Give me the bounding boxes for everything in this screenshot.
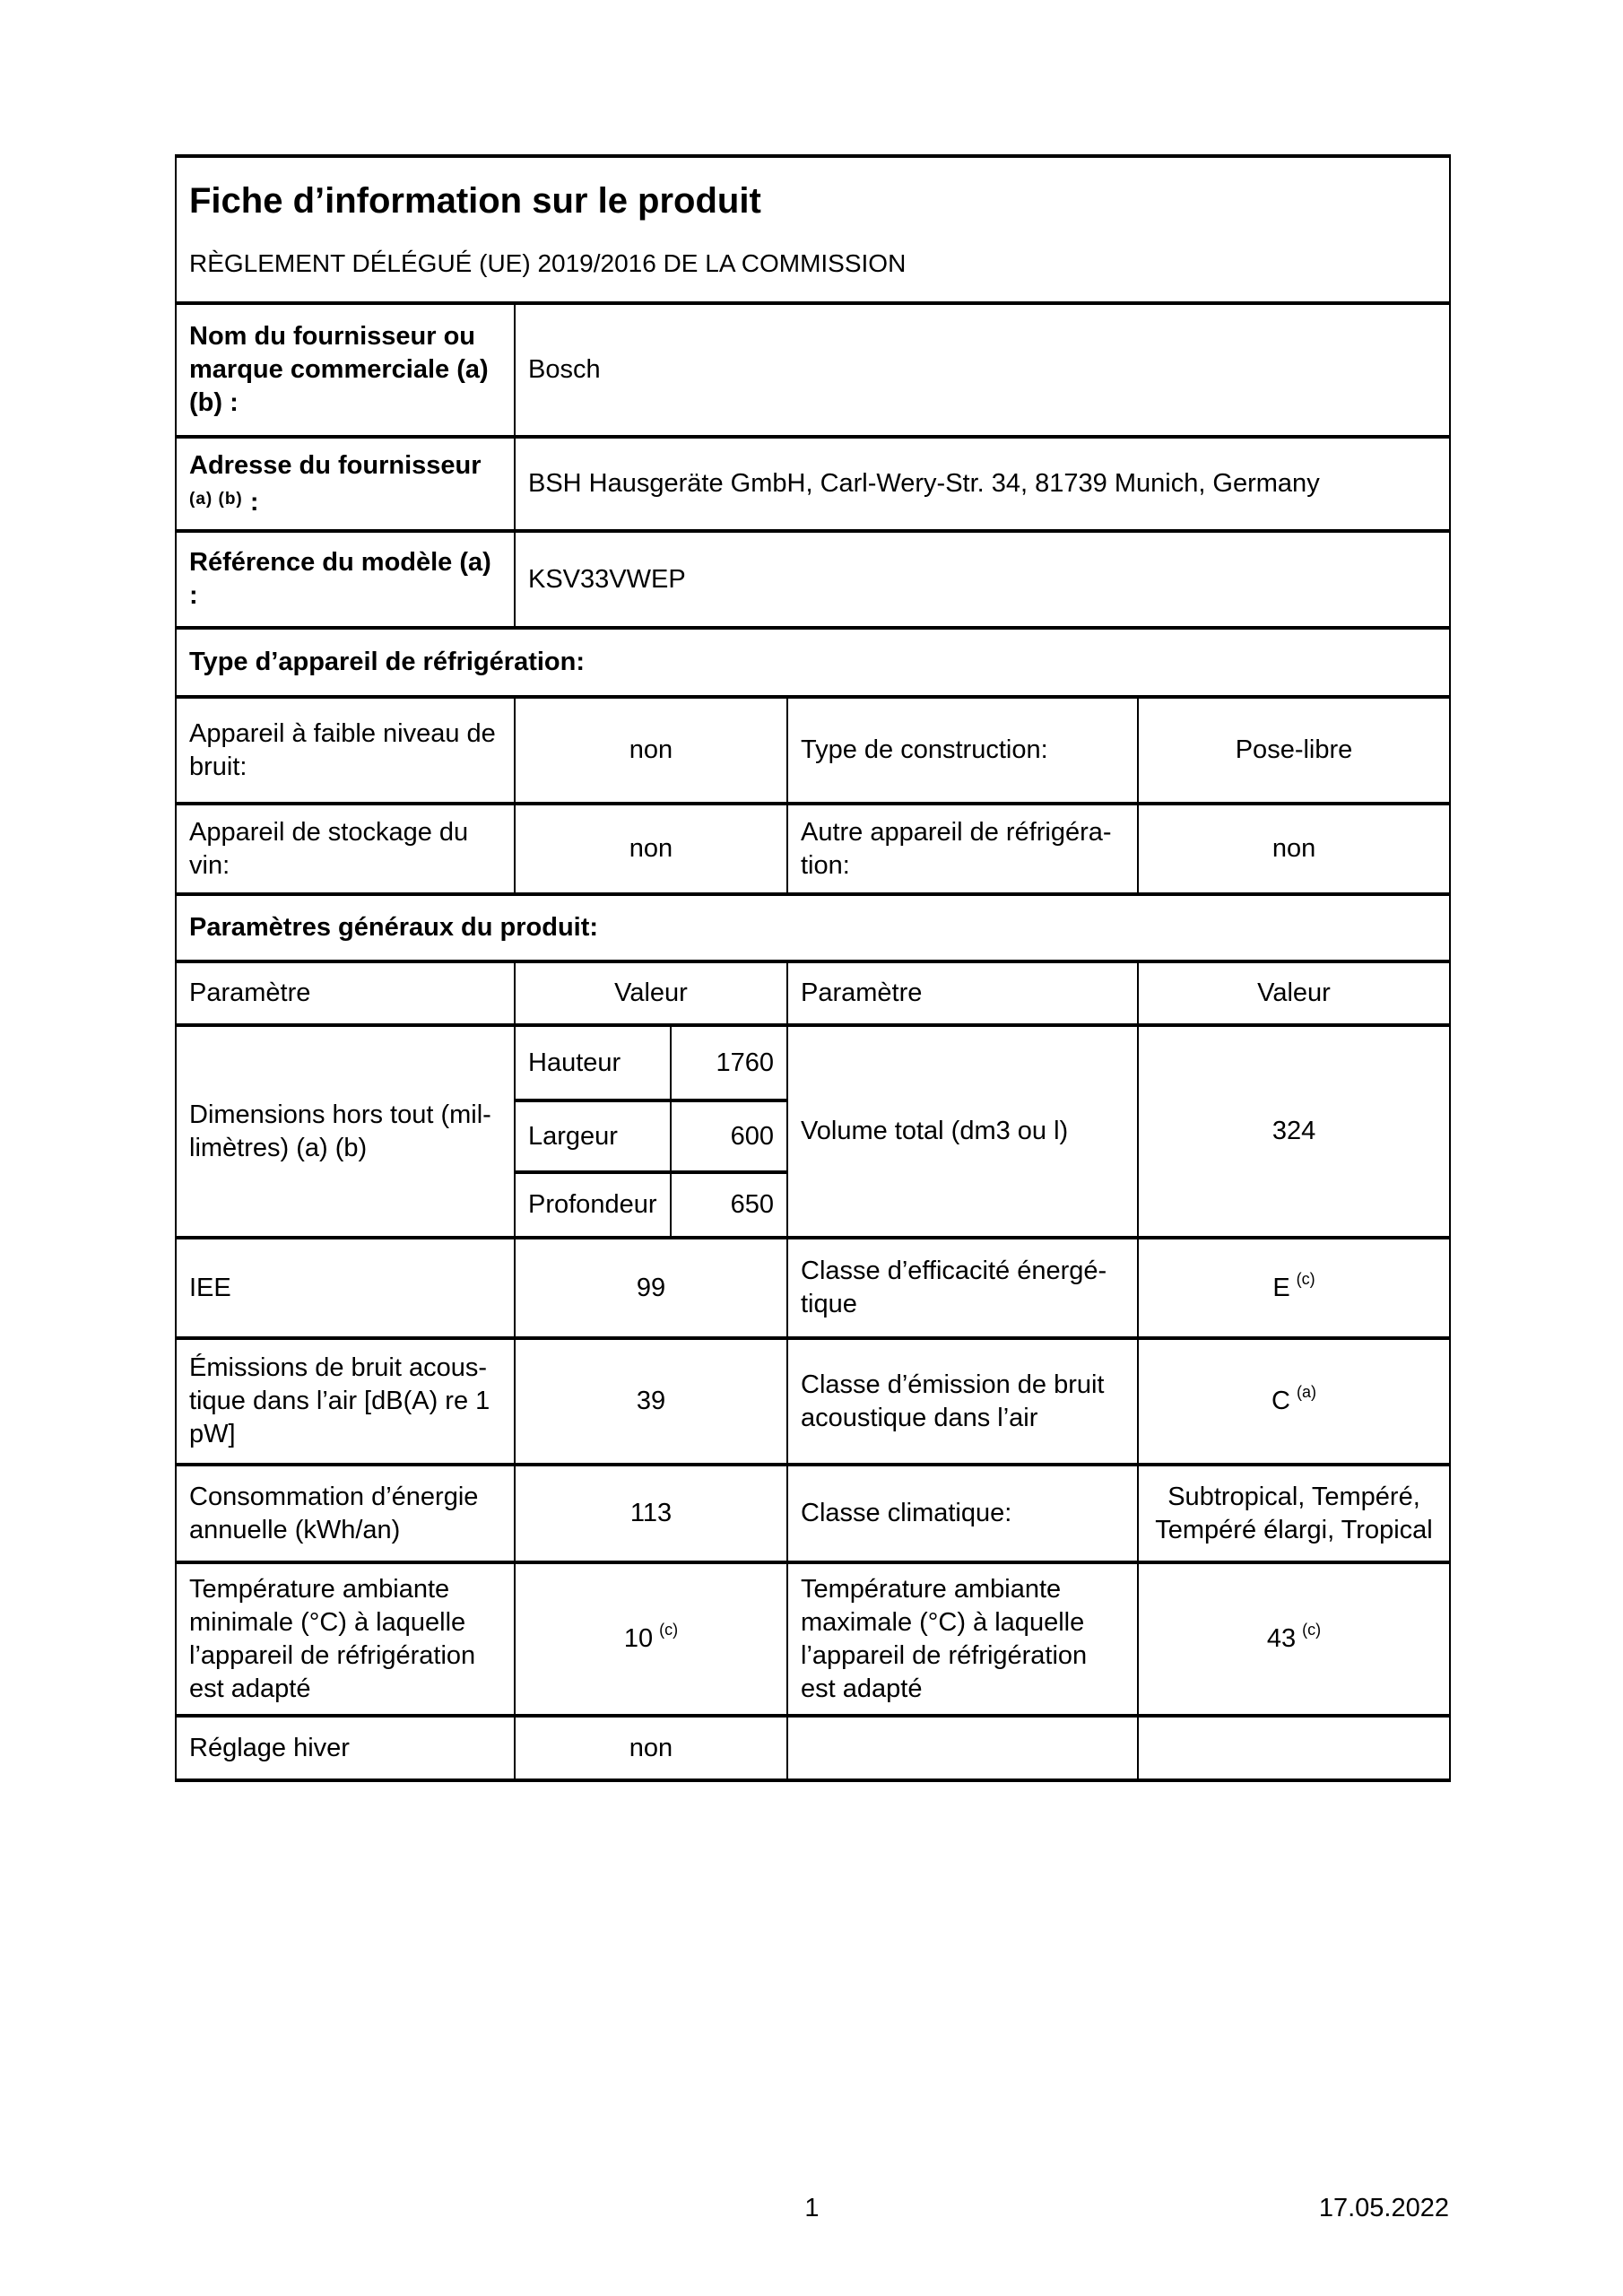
supplier-address-label-footnotes: (a) (b) [189, 489, 243, 509]
param-value: Subtropical, Tempéré, Tempéré élargi, Tr… [1136, 1463, 1452, 1564]
table-row: Paramètres généraux du produit: [174, 892, 1452, 963]
table-row: Réglage hiver non [175, 1714, 1452, 1782]
dimension-value: 600 [670, 1099, 788, 1174]
param-label: Type de construction: [786, 695, 1139, 805]
dimension-value: 1760 [670, 1023, 788, 1102]
param-label: Classe d’émission de bruit acoustique da… [786, 1336, 1139, 1466]
table-row: Dimensions hors tout (mil- limètres) (a)… [175, 1023, 1452, 1239]
column-header-parametre: Paramètre [786, 960, 1139, 1027]
table-row: Adresse du fournisseur (a) (b) : BSH Hau… [175, 435, 1452, 533]
param-value: 10 (c) [514, 1561, 788, 1718]
param-label: Classe d’efficacité énergé- tique [786, 1236, 1139, 1340]
value-text: 43 [1266, 1624, 1297, 1653]
page-subtitle: RÈGLEMENT DÉLÉGUÉ (UE) 2019/2016 DE LA C… [189, 249, 907, 277]
table-row: Consommation d’énergie annuelle (kWh/an)… [175, 1463, 1452, 1564]
title-cell: Fiche d’information sur le produit RÈGLE… [174, 154, 1452, 305]
table-row: Appareil à faible niveau de bruit: non T… [175, 695, 1452, 805]
product-fiche-table: Fiche d’information sur le produit RÈGLE… [174, 154, 1452, 1782]
value-footnote: (a) [1296, 1383, 1316, 1401]
footer-date: 17.05.2022 [1318, 2194, 1449, 2222]
param-value: 43 (c) [1136, 1561, 1452, 1718]
table-row: Largeur 600 [176, 1099, 1450, 1174]
dimension-name: Largeur [514, 1099, 672, 1174]
column-header-valeur: Valeur [1136, 960, 1452, 1027]
param-value: non [514, 802, 788, 896]
param-value: 39 [514, 1336, 788, 1466]
supplier-name-value: Bosch [513, 301, 1452, 439]
table-row: Émissions de bruit acous- tique dans l’a… [175, 1336, 1452, 1466]
param-label: Volume total (dm3 ou l) [786, 1023, 1139, 1239]
supplier-name-label: Nom du fournisseur ou marque commerciale… [175, 301, 516, 439]
param-value: 324 [1136, 1023, 1452, 1239]
param-value: non [514, 1714, 788, 1782]
param-label: Appareil à faible niveau de bruit: [175, 695, 516, 805]
param-value: Pose-libre [1136, 695, 1452, 805]
param-label: Température ambiante minimale (°C) à laq… [175, 1561, 516, 1718]
param-label: Température ambiante maximale (°C) à laq… [786, 1561, 1139, 1718]
supplier-address-label-main: Adresse du fournisseur [189, 450, 482, 480]
table-row: Type d’appareil de réfrigération: [174, 626, 1452, 699]
param-label: Réglage hiver [175, 1714, 516, 1782]
page-footer: 1 17.05.2022 [175, 2190, 1449, 2226]
page-title: Fiche d’information sur le produit [189, 181, 761, 221]
column-header-valeur: Valeur [514, 960, 788, 1027]
supplier-address-label: Adresse du fournisseur (a) (b) : [175, 435, 516, 533]
dimension-name: Hauteur [514, 1023, 672, 1102]
param-label: Appareil de stockage du vin: [175, 802, 516, 896]
param-value: C (a) [1136, 1336, 1452, 1466]
table-row: Profondeur 650 [176, 1170, 1450, 1239]
value-text: C [1271, 1387, 1290, 1415]
column-header-parametre: Paramètre [175, 960, 516, 1027]
section-header-type: Type d’appareil de réfrigération: [174, 626, 1452, 699]
param-value: 99 [514, 1236, 788, 1340]
table-row: Nom du fournisseur ou marque commerciale… [175, 301, 1452, 439]
dimensions-label: Dimensions hors tout (mil- limètres) (a)… [175, 1023, 516, 1239]
param-label: Émissions de bruit acous- tique dans l’a… [175, 1336, 516, 1466]
param-value: E (c) [1136, 1236, 1452, 1340]
dimension-value: 650 [670, 1170, 788, 1239]
value-footnote: (c) [659, 1621, 679, 1639]
section-header-general: Paramètres généraux du produit: [174, 892, 1452, 963]
value-text: E [1272, 1273, 1290, 1302]
table-row: Température ambiante minimale (°C) à laq… [175, 1561, 1452, 1718]
supplier-address-value: BSH Hausgeräte GmbH, Carl-Wery-Str. 34, … [513, 435, 1452, 533]
value-footnote: (c) [1296, 1269, 1315, 1288]
param-label: Consommation d’énergie annuelle (kWh/an) [175, 1463, 516, 1564]
param-label: IEE [175, 1236, 516, 1340]
supplier-address-label-colon: : [242, 487, 259, 517]
value-footnote: (c) [1302, 1621, 1322, 1639]
param-label: Classe climatique: [786, 1463, 1139, 1564]
param-value: non [1136, 802, 1452, 896]
value-text: 10 [623, 1624, 654, 1653]
param-value: 113 [514, 1463, 788, 1564]
table-row: Référence du modèle (a) : KSV33VWEP [175, 529, 1452, 630]
param-value [1136, 1714, 1452, 1782]
dimension-name: Profondeur [514, 1170, 672, 1239]
param-label [786, 1714, 1139, 1782]
page-number: 1 [804, 2194, 820, 2222]
table-row: Appareil de stockage du vin: non Autre a… [175, 802, 1452, 896]
product-fiche: Fiche d’information sur le produit RÈGLE… [174, 154, 1452, 1782]
table-row: IEE 99 Classe d’efficacité énergé- tique… [175, 1236, 1452, 1340]
param-value: non [514, 695, 788, 805]
model-reference-label: Référence du modèle (a) : [175, 529, 516, 630]
table-row: Paramètre Valeur Paramètre Valeur [175, 960, 1452, 1027]
model-reference-value: KSV33VWEP [513, 529, 1452, 630]
param-label: Autre appareil de réfrigéra- tion: [786, 802, 1139, 896]
